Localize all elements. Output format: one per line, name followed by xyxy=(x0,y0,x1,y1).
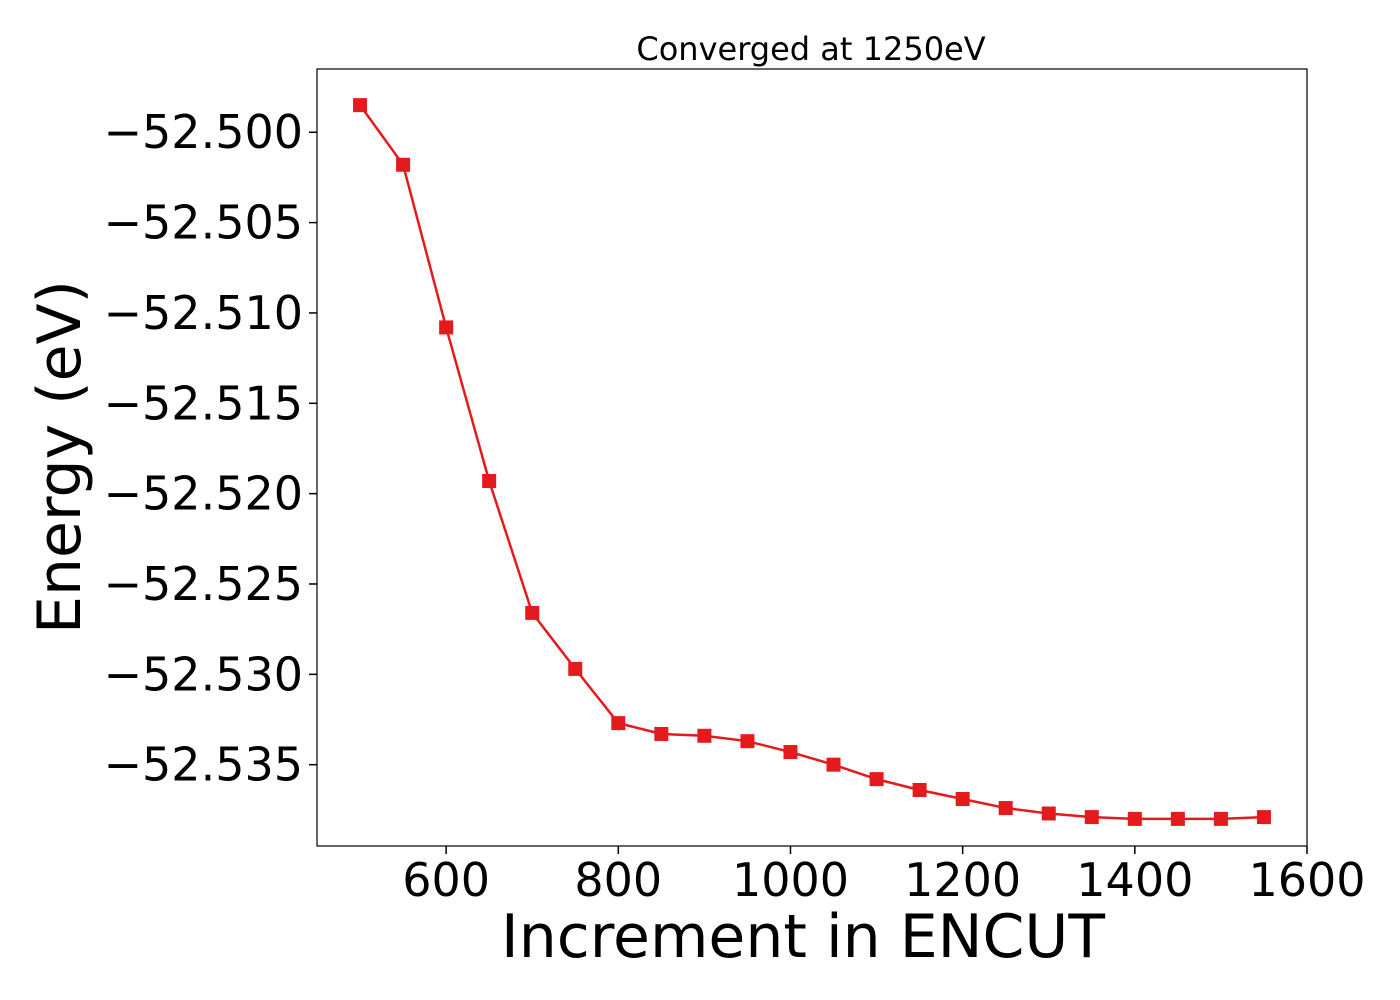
x-tick-label: 1200 xyxy=(904,853,1021,907)
x-axis-label: Increment in ENCUT xyxy=(501,902,1105,972)
data-point-marker xyxy=(912,782,927,797)
data-point-marker xyxy=(353,98,368,113)
x-axis-ticks: 600 800 1000 1200 1400 1600 xyxy=(402,846,1366,907)
series-markers xyxy=(353,98,1271,826)
data-point-marker xyxy=(611,716,626,731)
y-tick-label: −52.520 xyxy=(104,467,304,521)
data-point-marker xyxy=(697,728,712,743)
plot-area xyxy=(353,98,1271,826)
data-point-marker xyxy=(439,320,454,335)
data-point-marker xyxy=(740,734,755,749)
y-tick-label: −52.500 xyxy=(104,105,304,159)
data-point-marker xyxy=(525,605,540,620)
x-tick-label: 1000 xyxy=(732,853,849,907)
data-point-marker xyxy=(998,801,1013,816)
y-tick-label: −52.535 xyxy=(104,738,304,792)
series-line xyxy=(359,104,1265,821)
data-point-marker xyxy=(482,473,497,488)
y-tick-label: −52.505 xyxy=(104,196,304,250)
y-tick-label: −52.510 xyxy=(104,286,304,340)
data-point-marker xyxy=(869,772,884,787)
axes-frame xyxy=(316,68,1308,847)
data-point-marker xyxy=(1256,810,1271,825)
data-point-marker xyxy=(826,757,841,772)
x-tick-label: 1400 xyxy=(1076,853,1193,907)
y-tick-label: −52.525 xyxy=(104,557,304,611)
data-point-marker xyxy=(955,792,970,807)
y-tick-label: −52.530 xyxy=(104,647,304,701)
y-axis-label: Energy (eV) xyxy=(25,280,95,634)
data-point-marker xyxy=(654,726,669,741)
x-tick-label: 1600 xyxy=(1248,853,1365,907)
data-point-marker xyxy=(396,157,411,172)
data-point-marker xyxy=(1127,811,1142,826)
data-point-marker xyxy=(1041,806,1056,821)
data-point-marker xyxy=(568,661,583,676)
x-tick-label: 600 xyxy=(402,853,490,907)
x-tick-label: 800 xyxy=(574,853,662,907)
data-point-marker xyxy=(1213,811,1228,826)
data-point-marker xyxy=(1170,811,1185,826)
y-tick-label: −52.515 xyxy=(104,376,304,430)
y-axis-ticks: −52.500 −52.505 −52.510 −52.515 −52.520 −52.5… xyxy=(104,105,317,792)
chart-title: Converged at 1250eV xyxy=(636,30,985,68)
data-point-marker xyxy=(1084,810,1099,825)
data-point-marker xyxy=(783,745,798,760)
